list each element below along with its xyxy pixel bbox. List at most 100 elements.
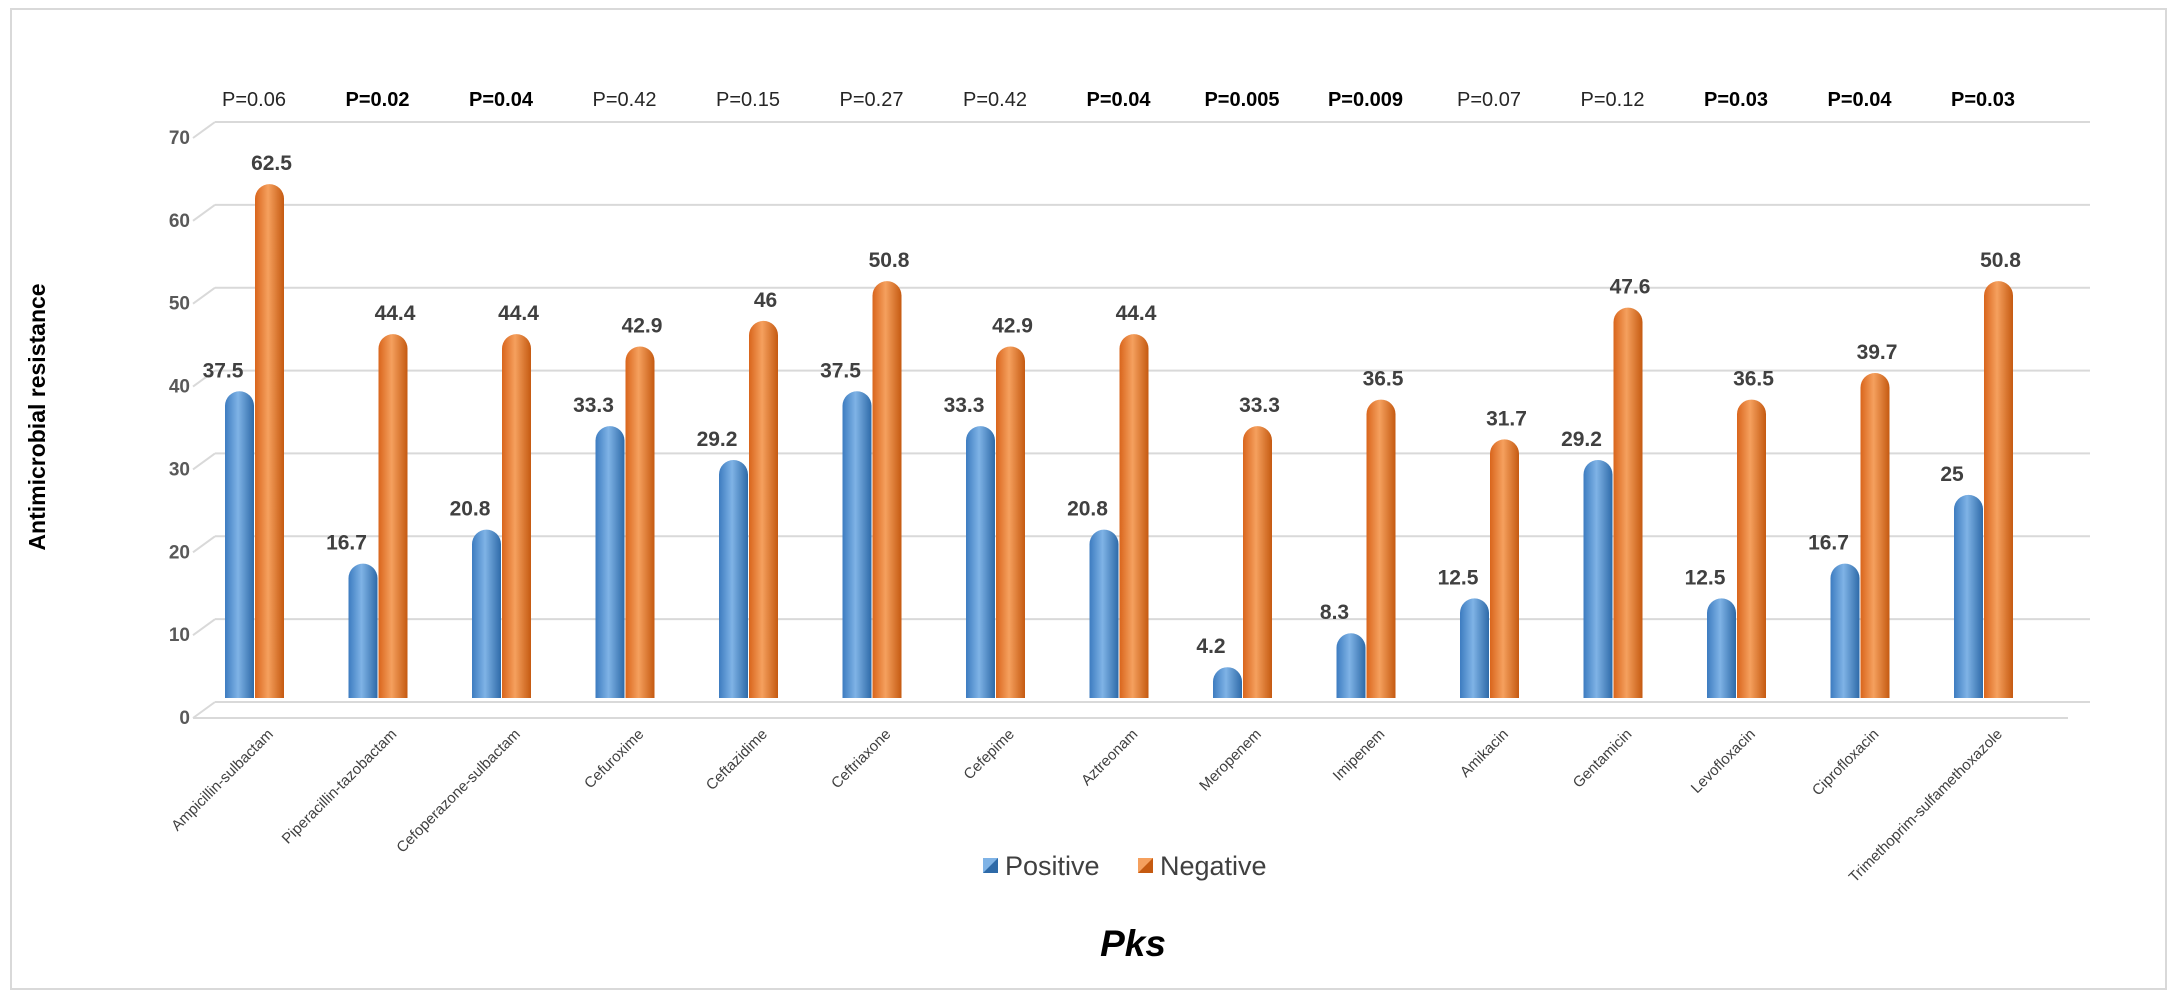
p-value-annotation: P=0.04 [1087,89,1152,111]
x-tick-label-ceftriaxone: Ceftriaxone [828,726,894,792]
bar-positive-cefuroxime [596,426,625,698]
legend: Positive Negative [983,851,1267,881]
y-tick-label: 60 [169,211,190,232]
y-tick-label: 40 [169,377,190,398]
data-label-positive-cefepime: 33.3 [944,394,985,417]
data-label-positive-ceftazidime: 29.2 [697,428,738,451]
bar-negative-amikacin [1490,439,1519,698]
data-label-positive-meropenem: 4.2 [1196,635,1225,658]
p-value-annotation: P=0.03 [1951,89,2015,111]
data-label-negative-cefepime: 42.9 [992,315,1033,338]
p-value-annotation: P=0.07 [1457,89,1521,111]
legend-label-negative: Negative [1160,851,1267,881]
data-label-positive-cefuroxime: 33.3 [573,394,614,417]
x-tick-label-cefepime: Cefepime [960,726,1017,783]
data-label-negative-piperacillin-tazobactam: 44.4 [375,302,416,325]
bar-positive-trimethoprim-sulfamethoxazole [1954,495,1983,698]
bar-negative-ciprofloxacin [1861,373,1890,698]
p-value-annotation: P=0.06 [222,89,286,111]
y-tick-label: 70 [169,128,190,149]
p-value-annotation: P=0.42 [593,89,657,111]
data-label-negative-aztreonam: 44.4 [1116,302,1157,325]
bar-negative-trimethoprim-sulfamethoxazole [1984,281,2013,698]
x-tick-label-amikacin: Amikacin [1457,726,1512,781]
y-tick-label: 30 [169,459,190,480]
y-tick-label: 0 [179,708,190,729]
data-label-positive-cefoperazone-sulbactam: 20.8 [450,498,491,521]
y-axis-label: Antimicrobial resistance [24,283,50,550]
bars [225,184,2013,698]
bar-chart: 010203040506070Ampicillin-sulbactam Piper… [0,0,2179,1000]
gridline-depth-30 [193,453,215,469]
bar-positive-ciprofloxacin [1831,564,1860,698]
data-label-negative-cefoperazone-sulbactam: 44.4 [498,302,539,325]
p-value-annotation: P=0.02 [346,89,410,111]
bar-positive-imipenem [1337,633,1366,698]
gridline-depth-20 [193,536,215,552]
x-tick-label-ceftazidime: Ceftazidime [703,726,771,794]
data-label-negative-levofloxacin: 36.5 [1733,368,1774,391]
p-value-annotation: P=0.005 [1204,89,1279,111]
bar-negative-ceftriaxone [873,281,902,698]
x-tick-label-aztreonam: Aztreonam [1078,726,1141,789]
p-value-annotation: P=0.12 [1581,89,1645,111]
data-label-negative-ciprofloxacin: 39.7 [1857,341,1898,364]
x-tick-label-levofloxacin: Levofloxacin [1688,726,1759,797]
bar-positive-aztreonam [1090,530,1119,698]
bar-negative-cefepime [996,347,1025,698]
data-label-negative-imipenem: 36.5 [1363,368,1404,391]
x-tick-label-ampicillin-sulbactam: Ampicillin-sulbactam [168,726,277,835]
gridline-depth-0 [193,702,215,718]
bar-negative-imipenem [1367,400,1396,698]
bar-negative-aztreonam [1120,334,1149,698]
gridline-depth-60 [193,205,215,221]
bar-negative-levofloxacin [1737,400,1766,698]
p-value-annotation: P=0.03 [1704,89,1768,111]
data-label-negative-amikacin: 31.7 [1486,407,1527,430]
y-tick-label: 50 [169,294,190,315]
bar-positive-amikacin [1460,598,1489,698]
p-value-annotation: P=0.27 [840,89,904,111]
bar-positive-ceftazidime [719,460,748,698]
bar-positive-cefoperazone-sulbactam [472,530,501,698]
x-tick-label-cefoperazone-sulbactam: Cefoperazone-sulbactam [393,726,524,857]
data-label-negative-ceftazidime: 46 [754,289,777,312]
data-label-positive-ampicillin-sulbactam: 37.5 [203,359,244,382]
bar-positive-piperacillin-tazobactam [349,564,378,698]
p-value-annotation: P=0.009 [1328,89,1403,111]
data-label-negative-gentamicin: 47.6 [1610,276,1651,299]
bar-positive-levofloxacin [1707,598,1736,698]
data-label-negative-ceftriaxone: 50.8 [869,249,910,272]
bar-negative-gentamicin [1614,308,1643,698]
bar-negative-piperacillin-tazobactam [379,334,408,698]
data-label-positive-imipenem: 8.3 [1320,601,1349,624]
bar-negative-cefuroxime [626,347,655,698]
bar-negative-ampicillin-sulbactam [255,184,284,698]
x-tick-label-ciprofloxacin: Ciprofloxacin [1809,726,1882,799]
data-label-positive-ceftriaxone: 37.5 [820,359,861,382]
x-axis-label: Pks [1100,923,1166,964]
data-label-positive-amikacin: 12.5 [1438,566,1479,589]
data-label-positive-ciprofloxacin: 16.7 [1808,532,1849,555]
x-tick-label-meropenem: Meropenem [1196,726,1265,795]
bar-positive-meropenem [1213,667,1242,698]
p-value-annotation: P=0.42 [963,89,1027,111]
bar-negative-ceftazidime [749,321,778,698]
bar-positive-gentamicin [1584,460,1613,698]
data-label-negative-ampicillin-sulbactam: 62.5 [251,152,292,175]
legend-label-positive: Positive [1005,851,1100,881]
gridline-depth-70 [193,122,215,138]
p-value-annotation: P=0.15 [716,89,780,111]
bar-positive-cefepime [966,426,995,698]
x-tick-label-piperacillin-tazobactam: Piperacillin-tazobactam [279,726,401,848]
bar-positive-ceftriaxone [843,391,872,698]
bar-negative-meropenem [1243,426,1272,698]
y-tick-label: 20 [169,542,190,563]
x-tick-label-imipenem: Imipenem [1330,726,1389,785]
data-label-negative-meropenem: 33.3 [1239,394,1280,417]
gridline-depth-50 [193,288,215,304]
data-label-positive-trimethoprim-sulfamethoxazole: 25 [1940,463,1964,486]
data-label-negative-cefuroxime: 42.9 [622,315,663,338]
gridline-depth-10 [193,619,215,635]
p-value-annotation: P=0.04 [469,89,534,111]
